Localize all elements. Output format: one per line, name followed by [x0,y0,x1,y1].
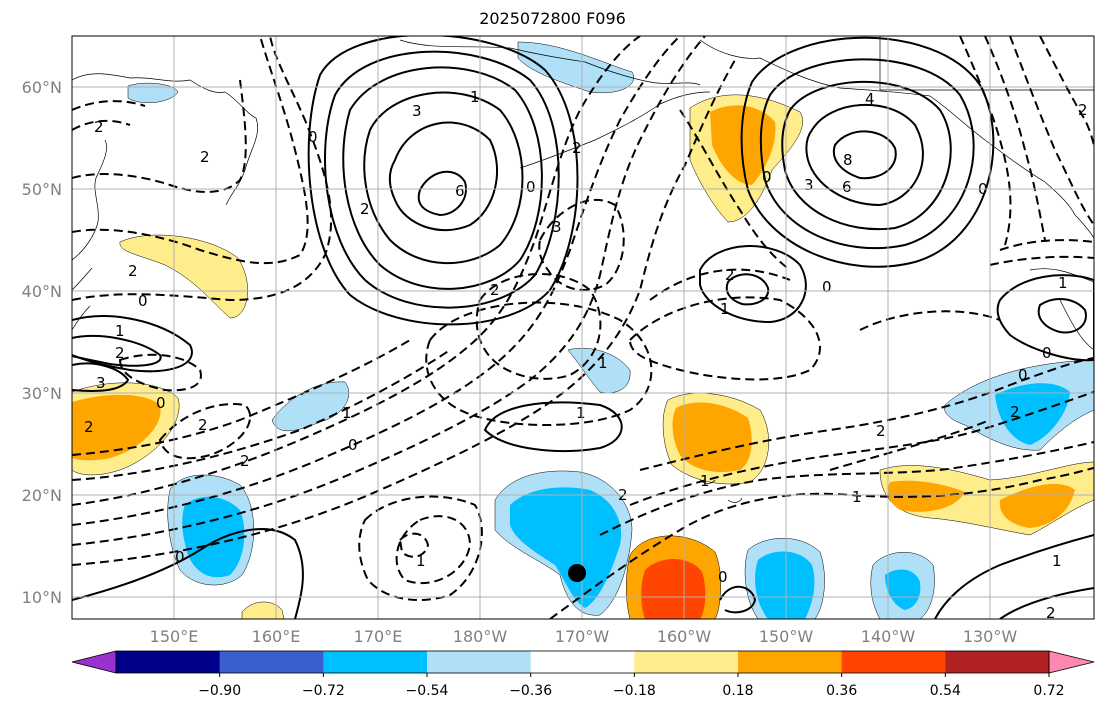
lon-label-160w: 160°W [657,627,712,646]
contour-label: 0 [1042,344,1052,362]
lat-label-30n: 30°N [22,384,62,403]
contour-label: 2 [115,344,125,362]
coastline [72,36,1094,503]
colorbar-segment [841,651,946,673]
colorbar: −0.90 −0.72 −0.54 −0.36 −0.18 0.18 0.36 0.54 0.7… [71,650,1095,699]
contour-label: 1 [342,404,352,422]
colorbar-arrow-low [71,650,117,674]
lon-label-170e: 170°E [354,627,403,646]
colorbar-tick-label: −0.90 [198,683,241,699]
map-frame [71,35,1095,620]
lon-label-160e: 160°E [252,627,301,646]
contour-label: 4 [865,90,875,108]
contour-label: 3 [96,374,106,392]
contour-label: 1 [852,488,862,506]
shaded-field [72,41,1094,619]
colorbar-tick-label: −0.54 [406,683,449,699]
colorbar-frame [115,650,1050,674]
contour-label: 1 [700,472,710,490]
map-title: 2025072800 F096 [479,9,626,28]
contour-label: 6 [842,178,852,196]
contour-label: 1 [720,300,730,318]
colorbar-segment [530,651,635,673]
contour-label: 0 [138,292,148,310]
colorbar-segment [219,651,324,673]
contour-label: 2 [1010,403,1020,421]
contour-label: 0 [1018,366,1028,384]
colorbar-segment [634,651,739,673]
colorbar-segment [945,651,1050,673]
map-plot-area: 3 6 2 1 0 2 3 2 0 6 4 8 3 0 2 1 0 0 2 0 … [72,36,1094,622]
contour-label: 1 [598,354,608,372]
contour-label: 2 [572,139,582,157]
lon-label-150w: 150°W [759,627,814,646]
contour-label: 1 [416,552,426,570]
contour-label: 0 [718,568,728,586]
positive-contours [72,36,1094,619]
contour-label: 2 [490,281,500,299]
colorbar-segment [427,651,532,673]
contour-label: 6 [455,182,465,200]
lat-label-50n: 50°N [22,180,62,199]
contour-label: 0 [526,178,536,196]
colorbar-segment [323,651,428,673]
lon-label-170w: 170°W [555,627,610,646]
contour-label: 2 [198,416,208,434]
contour-label: 1 [1052,552,1062,570]
contour-label: 0 [308,128,318,146]
lon-label-140w: 140°W [861,627,916,646]
lat-label-10n: 10°N [22,588,62,607]
contour-label: 1 [576,404,586,422]
colorbar-tick-label: 0.18 [722,683,753,699]
lat-label-20n: 20°N [22,486,62,505]
lat-label-40n: 40°N [22,282,62,301]
contour-label: 0 [762,168,772,186]
colorbar-tick-label: 0.72 [1033,683,1064,699]
contour-label: 0 [348,436,358,454]
latitude-labels: 60°N 50°N 40°N 30°N 20°N 10°N [22,78,62,607]
contour-label: 2 [84,418,94,436]
contour-label: 2 [200,148,210,166]
colorbar-arrow-high [1048,650,1095,674]
contour-label: 2 [1078,101,1088,119]
station-marker [568,564,586,582]
lon-label-130w: 130°W [963,627,1018,646]
colorbar-tick-label: 0.54 [930,683,961,699]
contour-label: 0 [156,394,166,412]
contour-label: 2 [128,262,138,280]
contour-label: 3 [804,176,814,194]
lon-label-150e: 150°E [150,627,199,646]
colorbar-tick-label: −0.18 [613,683,656,699]
contour-label: 2 [240,452,250,470]
map-grid [72,36,1094,619]
contour-label: 2 [725,266,735,284]
contour-label: 1 [470,88,480,106]
lat-label-60n: 60°N [22,78,62,97]
lon-label-180w: 180°W [453,627,508,646]
contour-label: 0 [175,548,185,566]
contour-label: 2 [360,200,370,218]
colorbar-tick-label: −0.36 [509,683,552,699]
contour-label: 2 [876,422,886,440]
colorbar-tick-label: 0.36 [826,683,857,699]
contour-label: 2 [1046,604,1056,622]
contour-label: 1 [1058,274,1068,292]
contour-label: 3 [412,102,422,120]
contour-label: 0 [822,278,832,296]
contour-label: 3 [552,218,562,236]
colorbar-segment [116,651,221,673]
colorbar-segment [738,651,843,673]
negative-contours [72,36,1094,619]
colorbar-tick-label: −0.72 [302,683,345,699]
contour-label: 2 [94,118,104,136]
longitude-labels: 150°E 160°E 170°E 180°W 170°W 160°W 150°… [150,627,1018,646]
contour-label: 1 [115,322,125,340]
contour-label: 8 [843,151,853,169]
